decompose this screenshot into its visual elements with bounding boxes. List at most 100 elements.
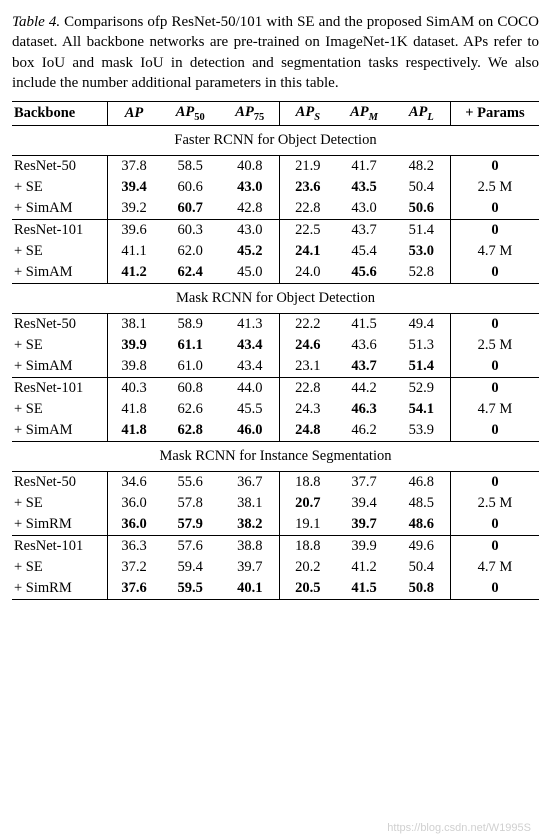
table-cell: 22.8 [280, 377, 335, 399]
table-cell: 60.8 [160, 377, 220, 399]
col-params: + Params [450, 102, 539, 126]
col-apm: APM [335, 102, 393, 126]
table-cell: 2.5 M [450, 335, 539, 356]
table-cell: 46.0 [220, 420, 280, 442]
table-cell: 62.4 [160, 262, 220, 284]
table-cell: 39.8 [107, 356, 160, 378]
table-cell: 50.4 [393, 557, 451, 578]
table-cell: 42.8 [220, 198, 280, 220]
section-title: Mask RCNN for Object Detection [12, 283, 539, 313]
table-cell: 45.2 [220, 241, 280, 262]
table-cell: + SimAM [12, 198, 107, 220]
table-cell: 24.1 [280, 241, 335, 262]
col-ap: AP [107, 102, 160, 126]
table-cell: 49.6 [393, 535, 451, 557]
col-ap75: AP75 [220, 102, 280, 126]
table-cell: 38.8 [220, 535, 280, 557]
table-cell: 49.4 [393, 313, 451, 335]
table-cell: + SimAM [12, 262, 107, 284]
table-cell: + SE [12, 335, 107, 356]
table-cell: 20.7 [280, 493, 335, 514]
table-cell: 60.7 [160, 198, 220, 220]
table-cell: 41.2 [335, 557, 393, 578]
table-cell: ResNet-101 [12, 377, 107, 399]
table-cell: 43.6 [335, 335, 393, 356]
table-row: + SimRM37.659.540.120.541.550.80 [12, 578, 539, 600]
table-cell: 59.4 [160, 557, 220, 578]
table-cell: 44.2 [335, 377, 393, 399]
table-cell: 39.6 [107, 219, 160, 241]
table-row: ResNet-10139.660.343.022.543.751.40 [12, 219, 539, 241]
table-cell: + SimAM [12, 356, 107, 378]
table-cell: 55.6 [160, 471, 220, 493]
table-row: ResNet-10140.360.844.022.844.252.90 [12, 377, 539, 399]
table-cell: + SE [12, 493, 107, 514]
table-cell: 36.0 [107, 493, 160, 514]
table-row: + SE37.259.439.720.241.250.44.7 M [12, 557, 539, 578]
table-row: + SimAM41.262.445.024.045.652.80 [12, 262, 539, 284]
table-cell: 41.1 [107, 241, 160, 262]
table-cell: 38.2 [220, 514, 280, 536]
table-cell: 43.0 [220, 177, 280, 198]
table-cell: + SimRM [12, 514, 107, 536]
table-cell: 45.5 [220, 399, 280, 420]
table-cell: 0 [450, 198, 539, 220]
comparison-table: Backbone AP AP50 AP75 APS APM APL + Para… [12, 101, 539, 600]
table-row: + SE41.862.645.524.346.354.14.7 M [12, 399, 539, 420]
table-cell: 39.7 [220, 557, 280, 578]
table-cell: ResNet-101 [12, 535, 107, 557]
table-cell: 45.4 [335, 241, 393, 262]
table-cell: 0 [450, 262, 539, 284]
table-cell: + SE [12, 557, 107, 578]
table-cell: 43.7 [335, 219, 393, 241]
table-cell: 0 [450, 313, 539, 335]
table-cell: ResNet-50 [12, 471, 107, 493]
table-cell: 22.5 [280, 219, 335, 241]
table-cell: 61.0 [160, 356, 220, 378]
table-row: ResNet-5037.858.540.821.941.748.20 [12, 155, 539, 177]
section-title: Mask RCNN for Instance Segmentation [12, 441, 539, 471]
table-row: + SE41.162.045.224.145.453.04.7 M [12, 241, 539, 262]
table-cell: 37.2 [107, 557, 160, 578]
table-cell: 20.5 [280, 578, 335, 600]
table-cell: 62.6 [160, 399, 220, 420]
table-cell: 38.1 [107, 313, 160, 335]
col-aps: APS [280, 102, 335, 126]
table-cell: 24.6 [280, 335, 335, 356]
table-cell: 43.4 [220, 335, 280, 356]
table-cell: 0 [450, 471, 539, 493]
table-cell: 41.2 [107, 262, 160, 284]
table-cell: 40.8 [220, 155, 280, 177]
table-cell: 0 [450, 420, 539, 442]
table-cell: 46.2 [335, 420, 393, 442]
table-cell: 41.3 [220, 313, 280, 335]
table-cell: 52.9 [393, 377, 451, 399]
col-apl: APL [393, 102, 451, 126]
table-cell: 40.3 [107, 377, 160, 399]
table-cell: 62.0 [160, 241, 220, 262]
table-cell: 39.4 [335, 493, 393, 514]
table-cell: 18.8 [280, 535, 335, 557]
table-cell: 0 [450, 356, 539, 378]
table-cell: ResNet-50 [12, 313, 107, 335]
table-row: ResNet-5034.655.636.718.837.746.80 [12, 471, 539, 493]
table-cell: 50.4 [393, 177, 451, 198]
table-cell: 40.1 [220, 578, 280, 600]
table-cell: 37.8 [107, 155, 160, 177]
table-cell: 48.6 [393, 514, 451, 536]
table-cell: + SE [12, 241, 107, 262]
table-cell: 50.8 [393, 578, 451, 600]
table-cell: 58.9 [160, 313, 220, 335]
table-cell: 0 [450, 377, 539, 399]
table-cell: 44.0 [220, 377, 280, 399]
table-cell: 45.0 [220, 262, 280, 284]
table-cell: + SimAM [12, 420, 107, 442]
table-cell: + SE [12, 399, 107, 420]
table-cell: 53.0 [393, 241, 451, 262]
table-cell: 50.6 [393, 198, 451, 220]
col-ap50: AP50 [160, 102, 220, 126]
col-backbone: Backbone [12, 102, 107, 126]
table-cell: 39.4 [107, 177, 160, 198]
table-cell: 38.1 [220, 493, 280, 514]
table-cell: 39.9 [335, 535, 393, 557]
